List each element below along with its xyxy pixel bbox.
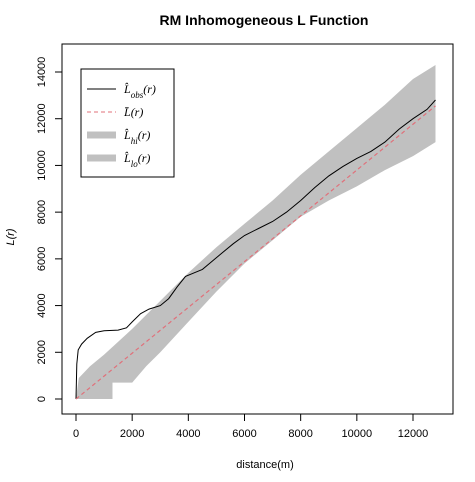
envelope-layer	[76, 65, 436, 399]
y-tick-label: 8000	[36, 200, 48, 224]
x-tick-label: 10000	[342, 428, 373, 440]
legend: L̂obs(r) L̄(r) L̂hi(r) L̂lo(r)	[80, 68, 175, 178]
x-axis: 0 2000 4000 6000 8000 10000 12000	[73, 413, 429, 440]
y-tick-label: 12000	[36, 103, 48, 134]
legend-label-1: L̄(r)	[123, 105, 143, 119]
series-line-0	[75, 99, 436, 400]
y-tick-label: 14000	[36, 57, 48, 88]
x-tick-label: 2000	[120, 428, 144, 440]
y-tick-label: 10000	[36, 150, 48, 181]
chart-title: RM Inhomogeneous L Function	[160, 12, 369, 28]
x-axis-label: distance(m)	[236, 459, 293, 471]
envelope-band	[76, 65, 436, 399]
y-axis: 0 2000 4000 6000 8000 10000 12000 14000	[36, 57, 63, 402]
legend-label-3: L̂lo(r)	[123, 151, 150, 169]
x-tick-label: 0	[73, 428, 79, 440]
x-tick-label: 8000	[288, 428, 312, 440]
y-tick-label: 6000	[36, 247, 48, 271]
y-tick-label: 2000	[36, 340, 48, 364]
x-tick-label: 6000	[232, 428, 256, 440]
y-tick-label: 4000	[36, 293, 48, 317]
x-tick-label: 4000	[176, 428, 200, 440]
y-tick-label: 0	[36, 396, 48, 402]
y-axis-label: L(r)	[5, 228, 17, 245]
series-line-1	[75, 105, 436, 400]
series-layer	[75, 99, 436, 400]
x-tick-label: 12000	[398, 428, 429, 440]
legend-label-0: L̂obs(r)	[123, 82, 156, 100]
legend-label-2: L̂hi(r)	[123, 128, 150, 146]
